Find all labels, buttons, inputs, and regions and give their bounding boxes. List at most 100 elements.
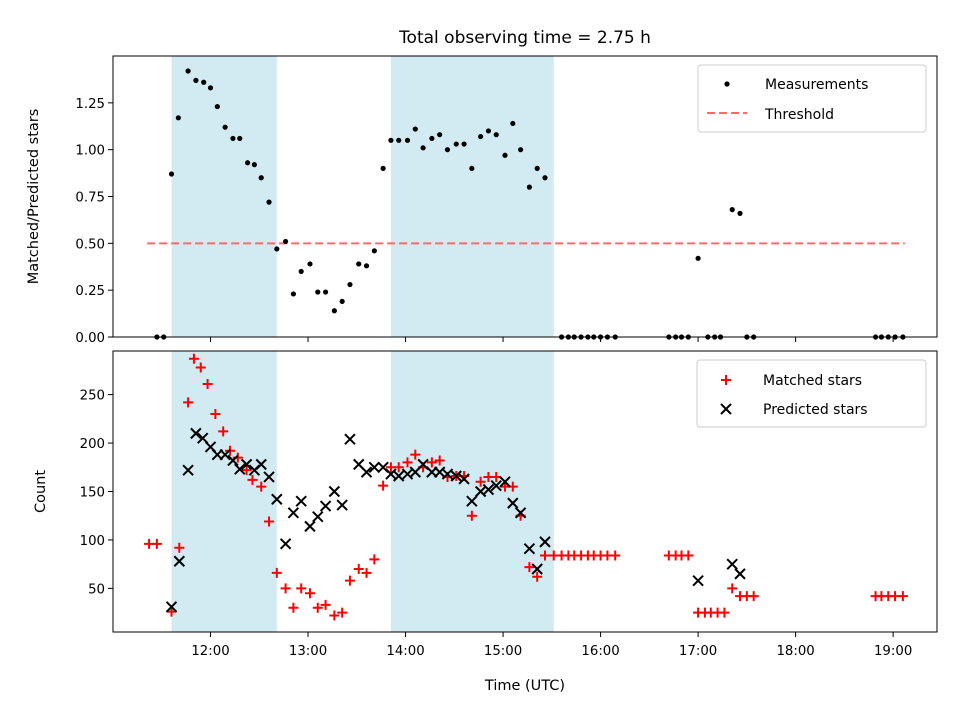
measurement-point-12 — [244, 160, 251, 166]
bottom-legend: Matched stars Predicted stars — [696, 359, 927, 428]
matched-star-point-35 — [426, 457, 437, 468]
matched-star-point-5 — [188, 353, 199, 364]
measurement-point-3 — [175, 115, 181, 121]
predicted-star-point-49 — [726, 558, 738, 570]
measurement-point-4 — [185, 68, 191, 74]
bottom-y-tick-label-2: 150 — [80, 486, 105, 501]
matched-star-point-13 — [247, 474, 258, 485]
measurement-point-36 — [437, 132, 443, 138]
matched-star-point-43 — [491, 471, 502, 482]
x-tick-label-0: 12:00 — [191, 644, 229, 659]
top-y-axis-label: Matched/Predicted stars — [26, 109, 42, 285]
measurement-point-10 — [230, 135, 236, 142]
matched-star-point-2 — [166, 606, 177, 617]
measurement-point-22 — [322, 289, 329, 295]
matched-star-point-48 — [532, 571, 543, 582]
predicted-star-point-1 — [173, 555, 186, 567]
measurement-point-41 — [478, 133, 484, 140]
x-tick-label-3: 15:00 — [484, 644, 522, 659]
x-tick-label-2: 14:00 — [386, 644, 424, 659]
predicted-star-point-50 — [734, 568, 746, 580]
measurement-point-45 — [510, 120, 516, 127]
measurement-point-44 — [502, 152, 508, 158]
measurement-point-24 — [339, 298, 345, 305]
measurement-point-20 — [307, 261, 313, 267]
measurement-point-13 — [251, 162, 257, 168]
measurement-point-29 — [380, 165, 386, 171]
measurement-point-49 — [542, 175, 548, 181]
matched-star-point-26 — [353, 564, 364, 575]
matched-star-point-20 — [304, 588, 315, 599]
matched-star-point-25 — [344, 575, 355, 586]
bottom-shaded-span-1 — [390, 351, 554, 632]
measurement-point-9 — [222, 124, 228, 130]
matched-star-point-21 — [312, 602, 323, 613]
matched-star-point-47 — [524, 562, 535, 573]
matched-star-point-72 — [748, 591, 759, 602]
predicted-star-point-21 — [328, 485, 341, 498]
measurement-point-7 — [207, 85, 214, 91]
predicted-star-point-25 — [360, 466, 373, 478]
predicted-star-point-37 — [458, 473, 470, 485]
predicted-star-point-29 — [393, 470, 405, 482]
x-tick-label-7: 19:00 — [874, 644, 912, 659]
matched-star-point-28 — [369, 554, 380, 565]
measurement-point-17 — [283, 238, 289, 245]
x-tick-label-6: 18:00 — [776, 644, 814, 659]
measurement-point-46 — [518, 147, 524, 153]
matched-star-point-15 — [264, 516, 275, 527]
top-legend-frame — [697, 64, 927, 133]
measurement-point-40 — [469, 165, 475, 171]
measurement-point-21 — [315, 289, 321, 295]
matched-star-point-23 — [329, 610, 340, 621]
matched-star-point-8 — [210, 408, 221, 419]
matched-star-point-59 — [610, 550, 621, 561]
matched-star-point-69 — [727, 583, 738, 594]
matched-star-point-63 — [683, 550, 694, 561]
matched-star-point-7 — [202, 378, 213, 389]
measurement-point-28 — [371, 248, 377, 254]
matched-star-point-40 — [466, 510, 477, 521]
predicted-star-point-19 — [312, 510, 324, 523]
predicted-star-point-14 — [271, 493, 283, 505]
bottom-y-axis-label: Count — [33, 470, 49, 513]
measurement-point-18 — [290, 291, 297, 297]
predicted-star-point-13 — [263, 471, 275, 483]
measurement-point-2 — [168, 171, 175, 177]
measurement-point-6 — [201, 79, 207, 85]
matched-star-point-6 — [195, 362, 206, 373]
predicted-star-point-47 — [539, 536, 551, 548]
predicted-star-point-45 — [523, 542, 536, 555]
predicted-star-point-18 — [304, 520, 316, 533]
measurement-point-34 — [420, 145, 426, 151]
chart-title: Total observing time = 2.75 h — [398, 28, 651, 48]
x-tick-label-1: 13:00 — [289, 644, 327, 659]
predicted-star-point-22 — [336, 499, 348, 511]
x-tick-label-4: 16:00 — [581, 644, 619, 659]
predicted-star-point-41 — [490, 479, 502, 492]
matched-star-point-24 — [337, 607, 348, 618]
legend-predicted-marker — [720, 403, 732, 415]
matched-star-point-17 — [280, 583, 291, 594]
matched-star-point-29 — [378, 480, 389, 491]
matched-star-point-22 — [320, 599, 331, 610]
measurement-point-68 — [737, 210, 743, 216]
matched-star-point-77 — [897, 591, 908, 602]
predicted-star-point-7 — [219, 448, 231, 461]
legend-matched-marker — [721, 375, 731, 385]
measurement-point-48 — [534, 165, 540, 171]
x-tick-label-5: 17:00 — [679, 644, 717, 659]
measurement-point-37 — [444, 147, 451, 153]
measurement-point-38 — [453, 141, 459, 147]
measurement-point-19 — [298, 268, 304, 275]
predicted-star-point-35 — [441, 468, 454, 480]
measurement-point-39 — [461, 141, 467, 147]
matched-star-point-18 — [288, 602, 299, 613]
predicted-star-point-36 — [450, 470, 462, 482]
predicted-star-point-44 — [514, 507, 527, 519]
matched-star-point-36 — [434, 455, 445, 466]
matched-star-point-41 — [475, 476, 486, 487]
matched-star-point-33 — [410, 449, 421, 460]
measurement-point-42 — [485, 128, 492, 134]
